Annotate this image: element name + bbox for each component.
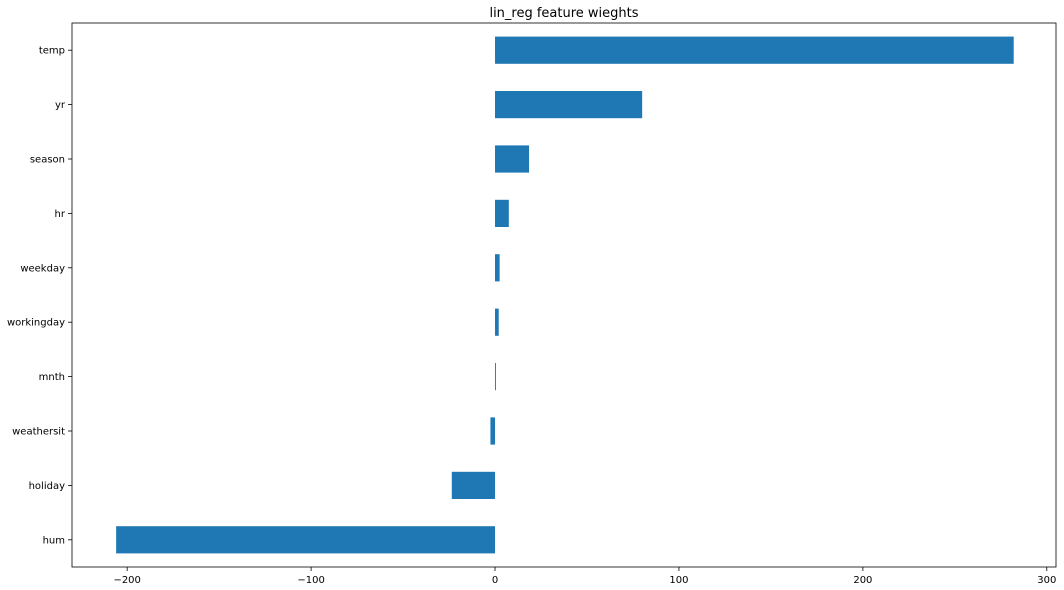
x-tick-label: −100	[297, 575, 324, 586]
y-tick-label: yr	[55, 100, 66, 111]
x-tick-label: 0	[492, 575, 498, 586]
chart-title: lin_reg feature wieghts	[489, 6, 638, 21]
x-tick-label: 300	[1037, 575, 1056, 586]
y-tick-label: mnth	[39, 372, 65, 383]
bar-mnth	[495, 363, 496, 391]
y-tick-label: weathersit	[12, 427, 65, 438]
plot-frame	[71, 22, 1057, 568]
y-tick-label: hr	[55, 209, 66, 220]
x-axis-ticks: −200 −100 0 100 200 300	[113, 567, 1056, 586]
y-axis-ticks: temp yr season hr weekday workingday mnth weath…	[7, 46, 72, 546]
bar-yr	[495, 91, 643, 119]
bar-season	[495, 145, 530, 173]
bar-holiday	[451, 471, 496, 499]
bar-weekday	[495, 254, 500, 282]
y-tick-label: hum	[43, 535, 65, 546]
y-tick-label: workingday	[7, 318, 65, 329]
y-tick-label: season	[30, 155, 65, 166]
bar-temp	[495, 36, 1014, 64]
x-tick-label: 200	[853, 575, 872, 586]
bar-weathersit	[490, 417, 496, 445]
bars-group	[116, 36, 1014, 554]
y-tick-label: weekday	[20, 263, 65, 274]
y-tick-label: holiday	[29, 481, 65, 492]
x-tick-label: 100	[669, 575, 688, 586]
y-tick-label: temp	[39, 46, 65, 57]
x-tick-label: −200	[113, 575, 140, 586]
bar-hum	[116, 526, 496, 554]
bar-hr	[495, 199, 509, 227]
bar-workingday	[495, 308, 499, 336]
